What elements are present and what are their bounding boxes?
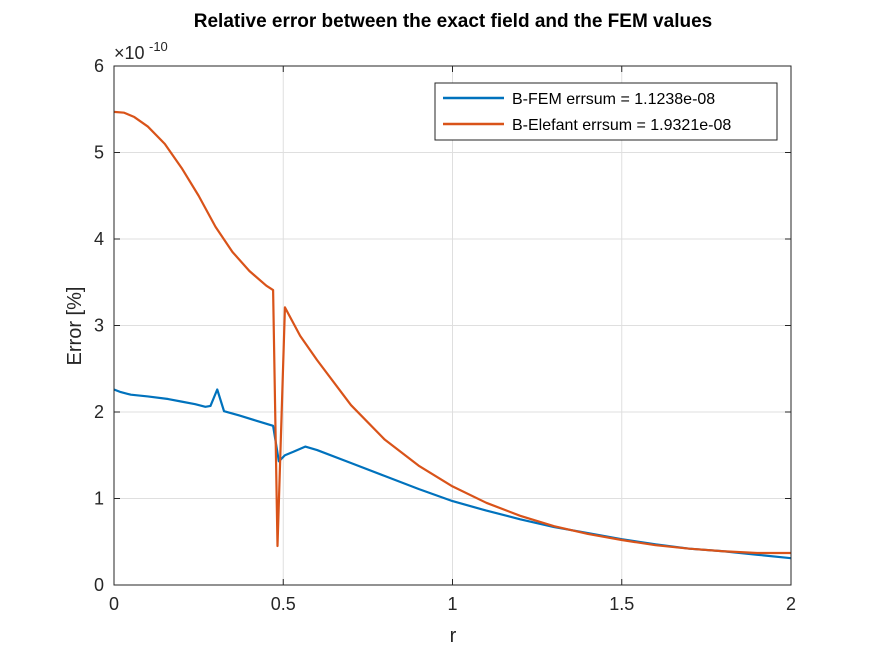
y-exponent-base: ×10: [114, 43, 145, 63]
chart-title: Relative error between the exact field a…: [194, 11, 712, 32]
y-tick-label: 3: [94, 316, 104, 336]
y-exponent-power: -10: [149, 39, 168, 54]
y-exponent-label: ×10 -10: [114, 39, 168, 63]
series-line-b-elefant: [113, 110, 791, 555]
x-tick-label: 0.5: [271, 594, 296, 614]
legend[interactable]: B-FEM errsum = 1.1238e-08 B-Elefant errs…: [434, 82, 778, 141]
y-tick-label: 1: [94, 489, 104, 509]
axis-ticks: [113, 65, 792, 586]
x-tick-label: 1: [447, 594, 457, 614]
y-tick-label: 5: [94, 143, 104, 163]
plot-area: [113, 65, 792, 586]
tick-labels: 0 0.5 1 1.5 2 0 1 2 3 4 5 6: [94, 56, 796, 614]
x-tick-label: 1.5: [609, 594, 634, 614]
legend-label-b-fem: B-FEM errsum = 1.1238e-08: [512, 91, 715, 108]
legend-box: [434, 82, 778, 141]
y-tick-label: 6: [94, 56, 104, 76]
y-tick-label: 0: [94, 575, 104, 595]
y-tick-label: 4: [94, 229, 104, 249]
series-lines: [113, 110, 792, 560]
y-axis-label: Error [%]: [64, 287, 86, 366]
x-tick-label: 0: [109, 594, 119, 614]
y-tick-label: 2: [94, 402, 104, 422]
x-tick-label: 2: [786, 594, 796, 614]
x-axis-label: r: [450, 625, 457, 647]
legend-label-b-elefant: B-Elefant errsum = 1.9321e-08: [512, 117, 731, 134]
